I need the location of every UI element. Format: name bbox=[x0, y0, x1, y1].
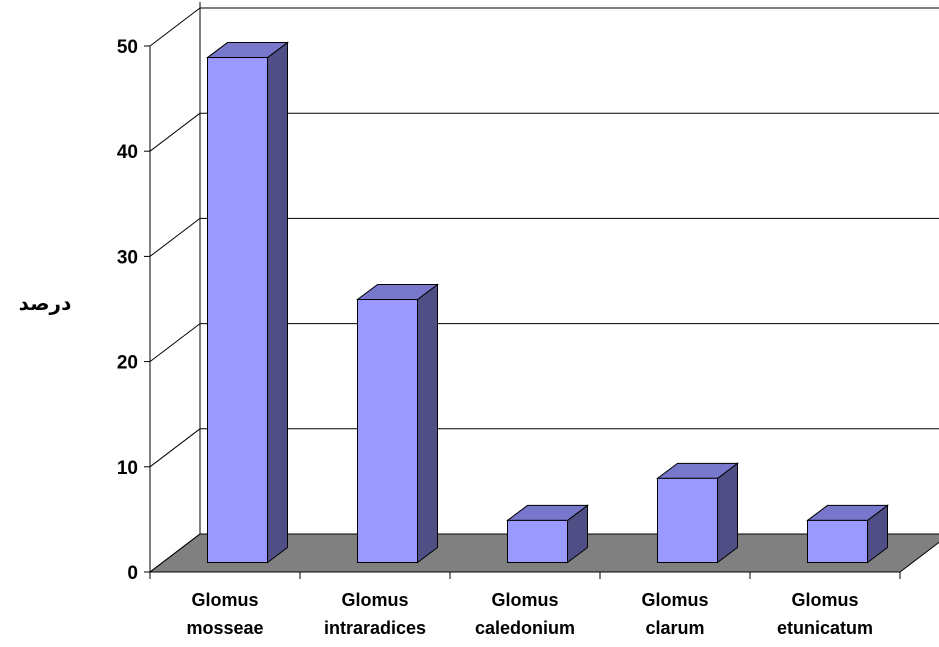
y-tick-label: 20 bbox=[117, 353, 138, 374]
bar bbox=[807, 519, 868, 563]
bar bbox=[657, 477, 718, 563]
y-tick-label: 10 bbox=[117, 458, 138, 479]
gridline-diagonal bbox=[149, 323, 201, 362]
bar bbox=[207, 57, 268, 563]
gridline-diagonal bbox=[149, 428, 201, 468]
gridline-diagonal bbox=[149, 112, 201, 152]
y-tick-label: 40 bbox=[117, 142, 138, 163]
bar-side bbox=[267, 41, 288, 564]
gridline-diagonal bbox=[149, 533, 201, 573]
bar bbox=[507, 519, 568, 563]
x-tick-label: Glomus intraradices bbox=[324, 590, 426, 638]
x-tick-label: Glomus caledonium bbox=[475, 590, 575, 638]
gridline-diagonal bbox=[149, 218, 201, 257]
y-tick-label: 50 bbox=[117, 37, 138, 58]
y-tick-label: 0 bbox=[127, 563, 138, 584]
x-tick-label: Glomus mosseae bbox=[186, 590, 263, 638]
bar-side bbox=[417, 283, 438, 564]
x-tick-label: Glomus clarum bbox=[641, 590, 708, 638]
x-tick-label: Glomus etunicatum bbox=[777, 590, 873, 638]
bar-side bbox=[717, 462, 738, 564]
y-tick-label: 30 bbox=[117, 247, 138, 268]
y-axis-label: درصد bbox=[19, 293, 72, 315]
bar bbox=[357, 299, 418, 563]
gridline-diagonal bbox=[149, 7, 201, 47]
